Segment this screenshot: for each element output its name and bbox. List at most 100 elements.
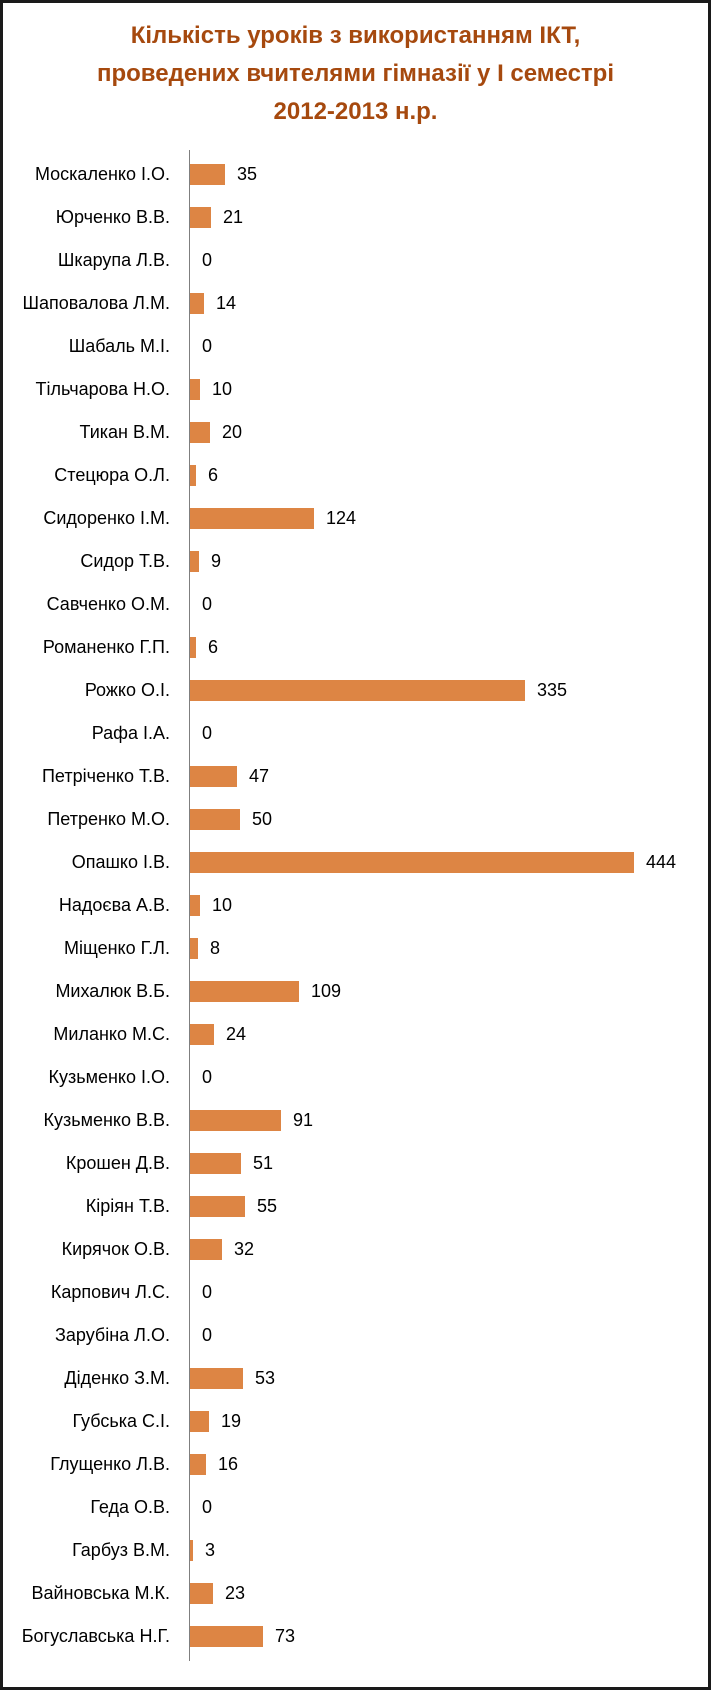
category-label: Михалюк В.Б. bbox=[55, 981, 170, 1001]
chart-row: Геда О.В. 0 bbox=[3, 1486, 708, 1529]
bar-track: 10 bbox=[189, 379, 708, 400]
category-label: Сидоренко І.М. bbox=[43, 508, 170, 528]
category-label: Кирячок О.В. bbox=[61, 1239, 170, 1259]
chart-row: Карпович Л.С. 0 bbox=[3, 1271, 708, 1314]
bar bbox=[190, 293, 204, 314]
bar-track: 55 bbox=[189, 1196, 708, 1217]
bar-rows: Москаленко І.О. 35 Юрченко В.В. 21 Шкарупа Л… bbox=[3, 153, 708, 1658]
chart-row: Савченко О.М. 0 bbox=[3, 583, 708, 626]
bar-track: 32 bbox=[189, 1239, 708, 1260]
category-label: Вайновська М.К. bbox=[31, 1583, 170, 1603]
category-label: Зарубіна Л.О. bbox=[55, 1325, 170, 1345]
value-label: 51 bbox=[253, 1153, 274, 1173]
bar bbox=[190, 1411, 209, 1432]
bar-track: 35 bbox=[189, 164, 708, 185]
bar bbox=[190, 1239, 222, 1260]
chart-row: Рожко О.І. 335 bbox=[3, 669, 708, 712]
category-label: Романенко Г.П. bbox=[42, 637, 170, 657]
bar-track: 91 bbox=[189, 1110, 708, 1131]
value-label: 335 bbox=[537, 680, 568, 700]
chart-row: Вайновська М.К. 23 bbox=[3, 1572, 708, 1615]
chart-row: Шаповалова Л.М. 14 bbox=[3, 282, 708, 325]
chart-row: Москаленко І.О. 35 bbox=[3, 153, 708, 196]
chart-row: Губська С.І. 19 bbox=[3, 1400, 708, 1443]
chart-row: Зарубіна Л.О. 0 bbox=[3, 1314, 708, 1357]
bar-track: 0 bbox=[189, 1067, 708, 1088]
bar-track: 3 bbox=[189, 1540, 708, 1561]
value-label: 3 bbox=[205, 1540, 216, 1560]
chart-row: Крошен Д.В. 51 bbox=[3, 1142, 708, 1185]
value-label: 0 bbox=[202, 1282, 213, 1302]
value-label: 50 bbox=[252, 809, 273, 829]
chart-row: Кирячок О.В. 32 bbox=[3, 1228, 708, 1271]
bar-track: 6 bbox=[189, 637, 708, 658]
category-label: Кузьменко І.О. bbox=[48, 1067, 170, 1087]
value-label: 53 bbox=[255, 1368, 276, 1388]
chart-title: Кількість уроків з використанням ІКТ, пр… bbox=[3, 17, 708, 131]
bar-track: 20 bbox=[189, 422, 708, 443]
chart-row: Опашко І.В. 444 bbox=[3, 841, 708, 884]
bar bbox=[190, 1196, 245, 1217]
category-label: Губська С.І. bbox=[72, 1411, 170, 1431]
chart-row: Петріченко Т.В. 47 bbox=[3, 755, 708, 798]
value-label: 91 bbox=[293, 1110, 314, 1130]
bar-track: 21 bbox=[189, 207, 708, 228]
bar bbox=[190, 207, 211, 228]
chart-row: Кіріян Т.В. 55 bbox=[3, 1185, 708, 1228]
category-label: Надоєва А.В. bbox=[58, 895, 170, 915]
category-label: Рожко О.І. bbox=[84, 680, 170, 700]
bar bbox=[190, 422, 210, 443]
bar bbox=[190, 551, 199, 572]
chart-row: Романенко Г.П. 6 bbox=[3, 626, 708, 669]
category-label: Шаповалова Л.М. bbox=[22, 293, 170, 313]
category-label: Петріченко Т.В. bbox=[41, 766, 170, 786]
bar bbox=[190, 164, 225, 185]
category-label: Миланко М.С. bbox=[53, 1024, 170, 1044]
bar bbox=[190, 1626, 263, 1647]
bar bbox=[190, 379, 200, 400]
chart-row: Кузьменко І.О. 0 bbox=[3, 1056, 708, 1099]
value-label: 444 bbox=[646, 852, 677, 872]
chart-row: Глущенко Л.В. 16 bbox=[3, 1443, 708, 1486]
chart-row: Міщенко Г.Л. 8 bbox=[3, 927, 708, 970]
bar bbox=[190, 1110, 281, 1131]
category-label: Гарбуз В.М. bbox=[72, 1540, 170, 1560]
value-label: 32 bbox=[234, 1239, 255, 1259]
category-label: Опашко І.В. bbox=[71, 852, 170, 872]
category-label: Крошен Д.В. bbox=[65, 1153, 170, 1173]
chart-row: Тикан В.М. 20 bbox=[3, 411, 708, 454]
value-label: 0 bbox=[202, 1325, 213, 1345]
bar-track: 14 bbox=[189, 293, 708, 314]
value-label: 16 bbox=[218, 1454, 239, 1474]
y-axis-line bbox=[189, 150, 190, 1661]
chart-row: Діденко З.М. 53 bbox=[3, 1357, 708, 1400]
bar-track: 0 bbox=[189, 1282, 708, 1303]
category-label: Кузьменко В.В. bbox=[43, 1110, 170, 1130]
category-label: Богуславська Н.Г. bbox=[21, 1626, 170, 1646]
category-label: Кіріян Т.В. bbox=[85, 1196, 170, 1216]
value-label: 20 bbox=[222, 422, 243, 442]
value-label: 24 bbox=[226, 1024, 247, 1044]
category-label: Савченко О.М. bbox=[46, 594, 170, 614]
bar bbox=[190, 852, 634, 873]
chart-row: Сидор Т.В. 9 bbox=[3, 540, 708, 583]
bar-track: 50 bbox=[189, 809, 708, 830]
value-label: 0 bbox=[202, 250, 213, 270]
bar-track: 73 bbox=[189, 1626, 708, 1647]
category-label: Карпович Л.С. bbox=[50, 1282, 170, 1302]
bar-track: 0 bbox=[189, 723, 708, 744]
bar bbox=[190, 1454, 206, 1475]
bar-track: 10 bbox=[189, 895, 708, 916]
category-label: Міщенко Г.Л. bbox=[63, 938, 170, 958]
bar bbox=[190, 809, 240, 830]
bar bbox=[190, 1540, 193, 1561]
bar-track: 24 bbox=[189, 1024, 708, 1045]
category-label: Петренко М.О. bbox=[47, 809, 170, 829]
bar-track: 0 bbox=[189, 594, 708, 615]
bar-track: 8 bbox=[189, 938, 708, 959]
bar-track: 47 bbox=[189, 766, 708, 787]
bar-track: 109 bbox=[189, 981, 708, 1002]
category-label: Юрченко В.В. bbox=[55, 207, 170, 227]
chart-row: Михалюк В.Б. 109 bbox=[3, 970, 708, 1013]
